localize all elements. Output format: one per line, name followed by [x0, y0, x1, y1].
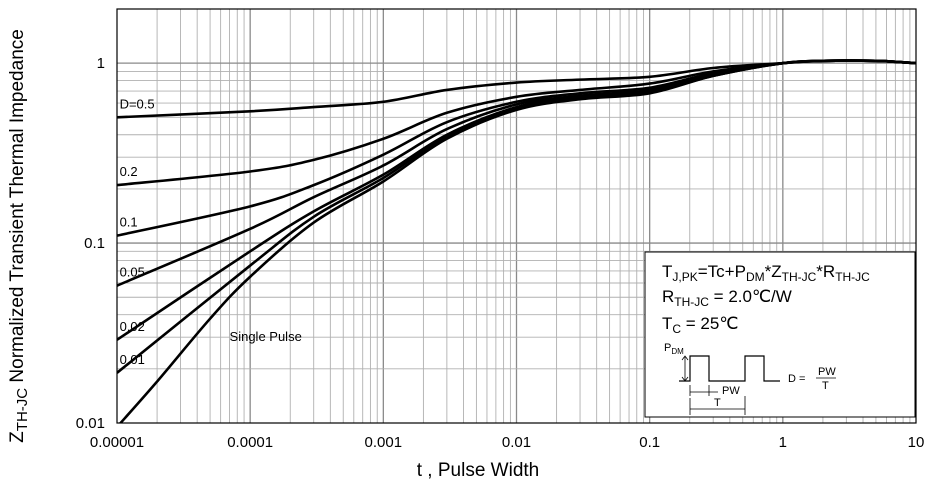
x-tick-label: 0.0001: [227, 434, 273, 451]
y-tick-label: 0.1: [84, 235, 105, 252]
annotation-tc: TC = 25℃: [662, 314, 738, 336]
x-tick-label: 0.00001: [90, 434, 144, 451]
y-axis-label: ZTH-JC Normalized Transient Thermal Impe…: [7, 29, 31, 443]
y-axis-label-text: Normalized Transient Thermal Impedance: [7, 29, 28, 388]
x-tick-label: 0.1: [639, 434, 660, 451]
series-labels: D=0.5 0.2 0.1 0.05 0.02 0.01 Single Pulse: [120, 96, 302, 367]
y-tick-labels: 0.01 0.1 1: [76, 55, 105, 432]
x-tick-label: 0.001: [365, 434, 403, 451]
duty-numerator: PW: [818, 366, 836, 378]
pulse-waveform-diagram: PDM PW T D = PW T: [664, 342, 836, 415]
series-label: D=0.5: [120, 96, 155, 111]
series-label: 0.02: [120, 319, 145, 334]
series-label: 0.2: [120, 164, 138, 179]
pw-dimension: [689, 385, 746, 415]
plot-frame: [116, 8, 917, 424]
pdm-arrow: [681, 355, 689, 382]
x-axis-label: t , Pulse Width: [417, 460, 540, 481]
curves: [117, 59, 916, 423]
waveform-pw-bg: [718, 383, 746, 396]
x-tick-label: 10: [908, 434, 925, 451]
series-line-single-pulse: [118, 59, 916, 423]
waveform-t-label: T: [714, 397, 721, 409]
y-tick-label: 0.01: [76, 415, 105, 432]
waveform-pulses: [679, 355, 780, 382]
y-tick-label: 1: [97, 55, 105, 72]
annotation-tj-formula: TJ,PK=Tc+PDM*ZTH-JC*RTH-JC: [662, 262, 870, 284]
waveform-pw-label: PW: [722, 385, 740, 397]
series-label: Single Pulse: [230, 329, 302, 344]
waveform-pdm-label: PDM: [664, 342, 684, 356]
series-label: 0.01: [120, 352, 145, 367]
duty-denominator: T: [822, 380, 829, 392]
x-tick-label: 0.01: [502, 434, 531, 451]
x-tick-labels: 0.00001 0.0001 0.001 0.01 0.1 1 10: [90, 434, 924, 451]
series-label: 0.05: [120, 265, 145, 280]
y-axis-label-symbol: Z: [7, 431, 28, 443]
x-tick-label: 1: [779, 434, 787, 451]
annotation-rth: RTH-JC = 2.0℃/W: [662, 287, 792, 309]
y-axis-label-subscript: TH-JC: [14, 388, 31, 431]
duty-equation: D =: [788, 373, 805, 385]
series-label: 0.1: [120, 215, 138, 230]
annotation-box: TJ,PK=Tc+PDM*ZTH-JC*RTH-JC RTH-JC = 2.0℃…: [644, 251, 916, 418]
